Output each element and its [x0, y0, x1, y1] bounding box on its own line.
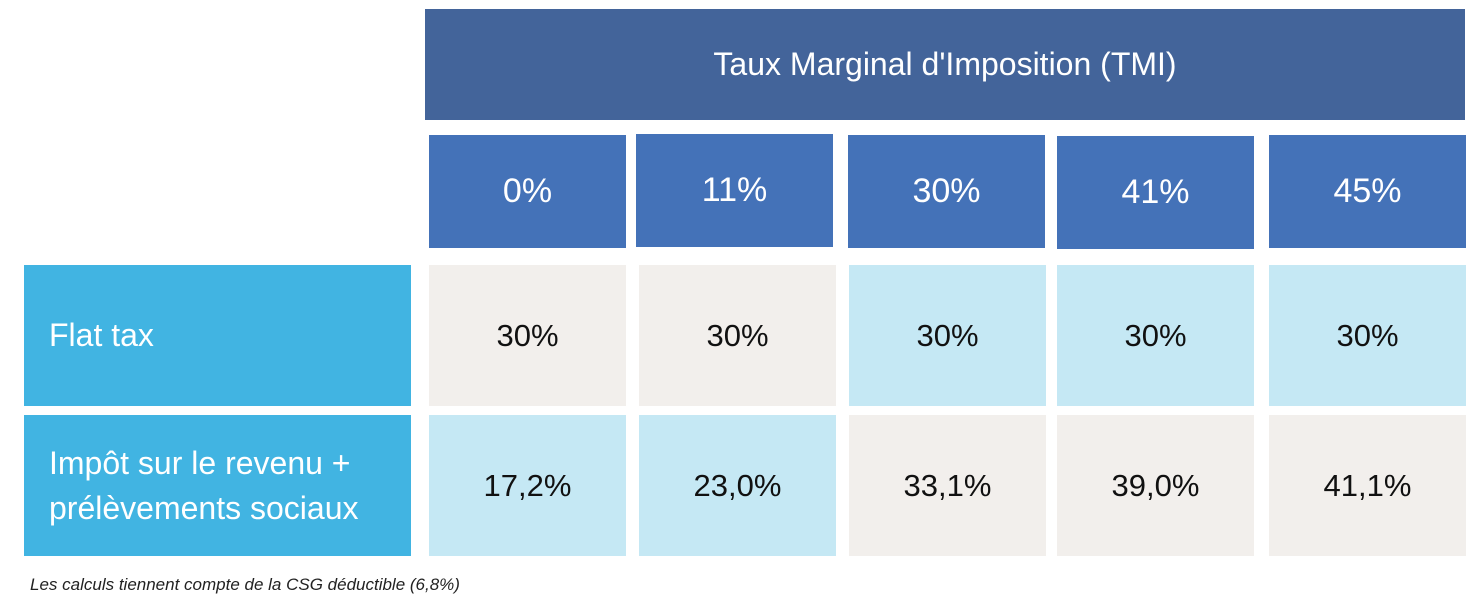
footnote: Les calculs tiennent compte de la CSG dé…: [30, 575, 460, 594]
row-label-text: Impôt sur le revenu + prélèvements socia…: [49, 444, 359, 526]
column-header: 11%: [636, 134, 833, 247]
row-label: Flat tax: [24, 265, 411, 406]
column-header: 45%: [1269, 135, 1466, 248]
column-header: 30%: [848, 135, 1045, 248]
table-title: Taux Marginal d'Imposition (TMI): [425, 9, 1465, 120]
column-header: 0%: [429, 135, 626, 248]
cell: 30%: [849, 265, 1046, 406]
cell: 30%: [1057, 265, 1254, 406]
cell: 33,1%: [849, 415, 1046, 556]
cell: 41,1%: [1269, 415, 1466, 556]
cell: 23,0%: [639, 415, 836, 556]
cell: 30%: [1269, 265, 1466, 406]
row-label-text: Flat tax: [49, 317, 154, 354]
cell: 17,2%: [429, 415, 626, 556]
column-header: 41%: [1057, 136, 1254, 249]
cell: 30%: [639, 265, 836, 406]
cell: 39,0%: [1057, 415, 1254, 556]
row-label: Impôt sur le revenu + prélèvements socia…: [24, 415, 411, 556]
cell: 30%: [429, 265, 626, 406]
